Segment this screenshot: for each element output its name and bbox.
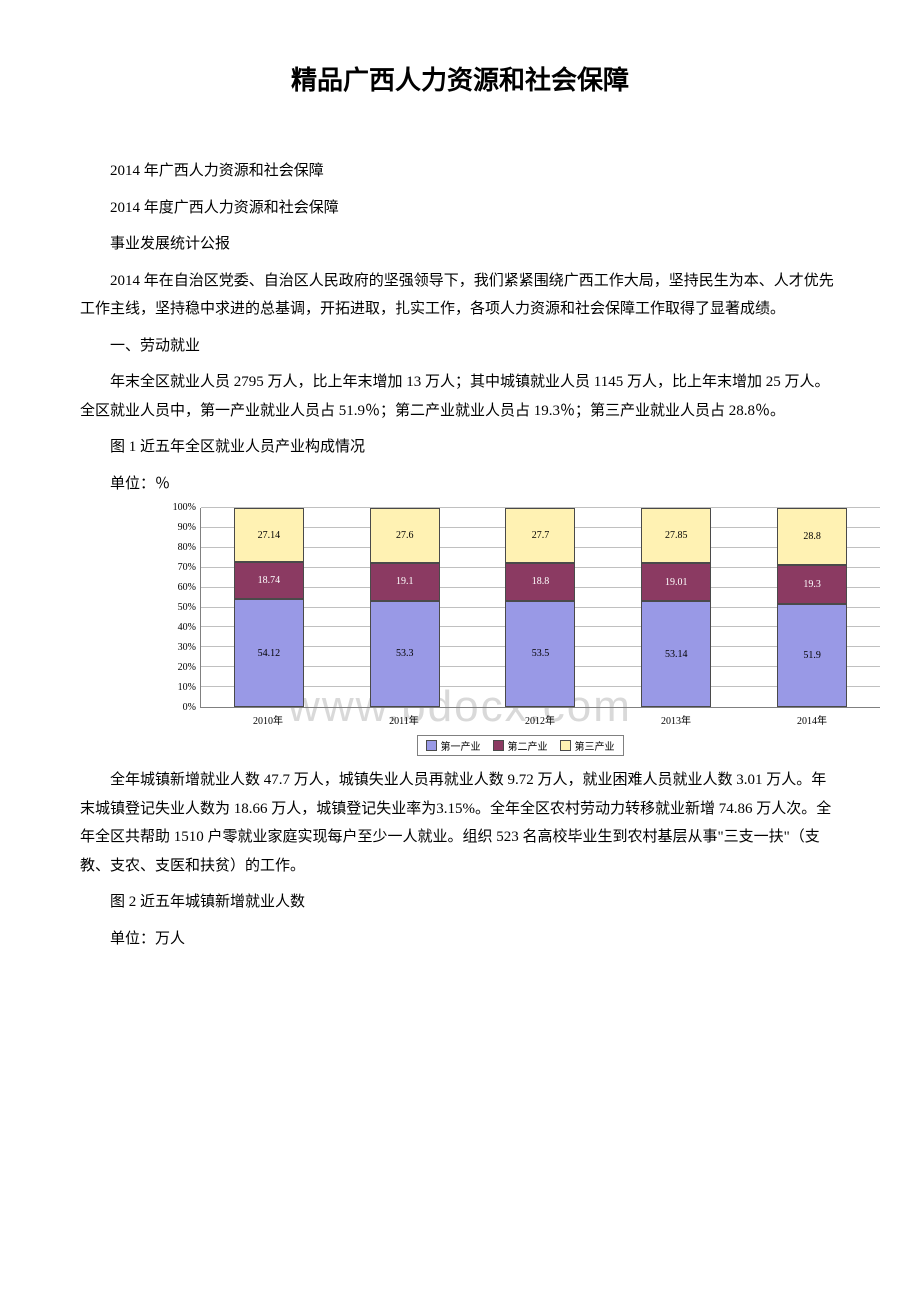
bar-segment: 27.6 [370, 508, 440, 563]
x-tick-label: 2012年 [505, 712, 575, 727]
chart-1-plot: 54.1218.7427.1453.319.127.653.518.827.75… [200, 508, 880, 708]
chart-1-y-axis: 0%10%20%30%40%50%60%70%80%90%100% [160, 508, 200, 708]
chart-1-legend: 第一产业 第二产业 第三产业 [417, 735, 624, 756]
bar-segment: 19.01 [641, 563, 711, 601]
bar-segment: 19.1 [370, 563, 440, 601]
legend-item: 第二产业 [493, 738, 548, 753]
bar-group: 53.319.127.6 [370, 508, 440, 707]
paragraph-4: 2014 年在自治区党委、自治区人民政府的坚强领导下，我们紧紧围绕广西工作大局，… [80, 267, 840, 324]
legend-label: 第二产业 [508, 738, 548, 753]
bar-segment: 51.9 [777, 604, 847, 707]
bar-segment: 27.14 [234, 508, 304, 562]
bar-group: 54.1218.7427.14 [234, 508, 304, 707]
bar-segment: 18.8 [505, 563, 575, 600]
x-tick-label: 2011年 [369, 712, 439, 727]
section-heading-1: 一、劳动就业 [80, 332, 840, 361]
legend-label: 第三产业 [575, 738, 615, 753]
bar-segment: 18.74 [234, 562, 304, 599]
bar-group: 51.919.328.8 [777, 508, 847, 707]
page-title: 精品广西人力资源和社会保障 [80, 60, 840, 97]
x-tick-label: 2013年 [641, 712, 711, 727]
chart-1: 0%10%20%30%40%50%60%70%80%90%100% 54.121… [160, 508, 880, 756]
paragraph-3: 事业发展统计公报 [80, 230, 840, 259]
chart-2-unit: 单位：万人 [80, 925, 840, 954]
bar-segment: 19.3 [777, 565, 847, 603]
legend-swatch [426, 740, 437, 751]
paragraph-6: 年末全区就业人员 2795 万人，比上年末增加 13 万人；其中城镇就业人员 1… [80, 368, 840, 425]
bar-segment: 27.7 [505, 508, 575, 563]
bar-group: 53.518.827.7 [505, 508, 575, 707]
chart-1-caption: 图 1 近五年全区就业人员产业构成情况 [80, 433, 840, 462]
chart-1-x-axis: 2010年 2011年 2012年 2013年 2014年 [200, 708, 880, 727]
legend-label: 第一产业 [441, 738, 481, 753]
bar-group: 53.1419.0127.85 [641, 508, 711, 707]
bar-segment: 53.3 [370, 601, 440, 707]
chart-1-plot-area: 0%10%20%30%40%50%60%70%80%90%100% 54.121… [160, 508, 880, 708]
x-tick-label: 2010年 [233, 712, 303, 727]
bar-segment: 53.5 [505, 601, 575, 707]
bar-segment: 54.12 [234, 599, 304, 707]
legend-item: 第三产业 [560, 738, 615, 753]
legend-swatch [493, 740, 504, 751]
chart-2-caption: 图 2 近五年城镇新增就业人数 [80, 888, 840, 917]
paragraph-9: 全年城镇新增就业人数 47.7 万人，城镇失业人员再就业人数 9.72 万人，就… [80, 766, 840, 880]
bar-segment: 27.85 [641, 508, 711, 563]
paragraph-2: 2014 年度广西人力资源和社会保障 [80, 194, 840, 223]
legend-item: 第一产业 [426, 738, 481, 753]
bar-segment: 28.8 [777, 508, 847, 565]
x-tick-label: 2014年 [777, 712, 847, 727]
legend-swatch [560, 740, 571, 751]
chart-1-unit: 单位：％ [80, 470, 840, 499]
bar-segment: 53.14 [641, 601, 711, 707]
paragraph-1: 2014 年广西人力资源和社会保障 [80, 157, 840, 186]
